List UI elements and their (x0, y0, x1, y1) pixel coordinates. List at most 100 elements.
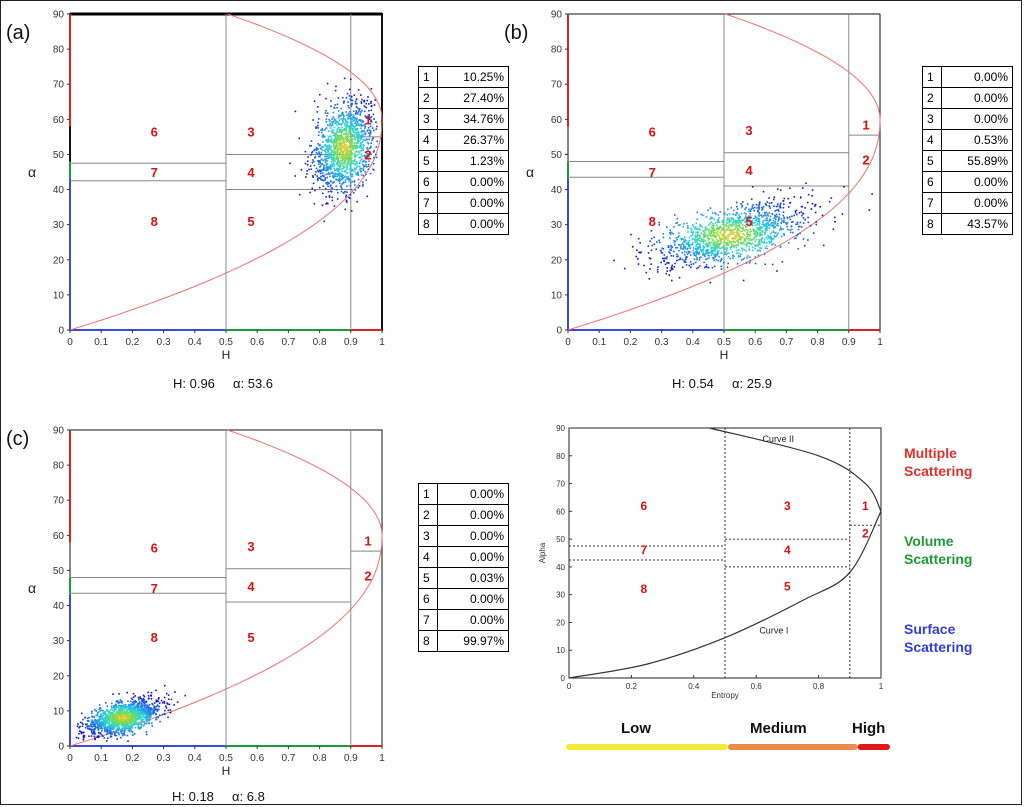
scatter-point (736, 225, 739, 227)
scatter-point (317, 121, 319, 124)
scatter-point (117, 717, 120, 720)
scatter-point (120, 707, 122, 710)
scatter-point (754, 262, 757, 265)
scatter-point (347, 118, 349, 120)
scatter-point (326, 139, 328, 141)
scatter-point (796, 223, 799, 225)
scatter-point (346, 139, 348, 142)
scatter-point (307, 156, 309, 158)
scatter-point (814, 203, 817, 206)
scatter-point (126, 723, 129, 726)
scatter-point (730, 217, 733, 219)
scatter-point (701, 226, 704, 228)
scatter-point (338, 128, 341, 131)
scatter-point (336, 175, 339, 177)
scatter-point (777, 210, 780, 212)
scatter-point (90, 712, 93, 714)
scatter-point (112, 693, 114, 695)
ref-zone-label-7: 7 (641, 543, 648, 557)
scatter-point (673, 250, 675, 253)
scatter-point (354, 156, 356, 159)
scatter-point (113, 708, 116, 711)
scatter-point (680, 247, 682, 250)
scatter-point (339, 152, 341, 154)
zone-percentage: 0.00% (941, 171, 1013, 193)
scatter-point (326, 155, 329, 157)
scatter-point (768, 224, 770, 227)
scatter-point (343, 181, 345, 183)
scatter-point (366, 147, 368, 150)
scatter-point (309, 165, 312, 167)
xtick-label: 0.4 (188, 337, 202, 348)
scatter-point (717, 214, 720, 216)
scatter-point (366, 152, 369, 155)
curve-i-label: Curve I (759, 626, 788, 636)
scatter-point (335, 85, 337, 88)
scatter-point (156, 710, 159, 712)
scatter-point (671, 231, 673, 234)
scatter-point (761, 221, 764, 223)
scatter-point (807, 221, 810, 224)
scatter-point (758, 212, 760, 215)
scatter-point (123, 726, 125, 729)
scatter-point (124, 704, 127, 706)
scatter-point (760, 225, 762, 228)
scatter-point (705, 266, 708, 268)
scatter-point (134, 709, 137, 712)
scatter-point (350, 125, 353, 128)
scatter-point (778, 216, 781, 219)
scatter-point (330, 105, 332, 107)
scatter-point (740, 212, 743, 215)
scatter-point (681, 242, 684, 244)
scatter-point (327, 147, 330, 150)
scatter-point (124, 719, 127, 721)
ytick-label: 40 (551, 185, 563, 196)
scatter-point (111, 713, 113, 715)
scatter-point (349, 140, 351, 143)
ref-x-axis-label: Entropy (711, 691, 739, 700)
scatter-point (715, 242, 718, 244)
scatter-point (738, 229, 741, 232)
scatter-point (124, 723, 127, 725)
scatter-point (364, 123, 366, 126)
scatter-point (738, 249, 740, 251)
scatter-point (362, 168, 365, 170)
scatter-point (799, 232, 801, 235)
scatter-point (140, 726, 142, 729)
scatter-point (367, 163, 370, 166)
scatter-point (121, 705, 124, 707)
scatter-point (353, 142, 356, 144)
zone-table-row: 4 0.00% (418, 546, 509, 568)
scatter-point (352, 125, 355, 127)
scatter-point (807, 216, 809, 219)
scatter-point (751, 219, 753, 222)
scatter-point (336, 153, 338, 155)
scatter-point (660, 261, 662, 264)
scatter-point (153, 706, 155, 709)
scatter-point (362, 174, 365, 177)
scatter-point (148, 711, 150, 714)
scatter-point (122, 705, 125, 708)
zone-label-4: 4 (247, 579, 255, 594)
band-low (566, 744, 728, 750)
scatter-point (340, 178, 342, 181)
scatter-point (91, 726, 94, 728)
scatter-point (763, 240, 766, 242)
scatter-point (129, 714, 132, 717)
scatter-point (338, 174, 341, 176)
scatter-point (758, 224, 760, 226)
scatter-point (366, 138, 368, 141)
scatter-point (132, 692, 135, 695)
scatter-point (114, 705, 116, 708)
scatter-point (814, 211, 817, 214)
scatter-point (318, 151, 320, 153)
zone-table-row: 5 1.23% (418, 150, 509, 172)
scatter-point (143, 724, 145, 727)
scatter-point (755, 235, 758, 237)
scatter-point (320, 129, 322, 131)
scatter-point (333, 164, 336, 167)
scatter-point (694, 239, 696, 242)
scatter-point (351, 162, 354, 165)
scatter-point (740, 222, 742, 225)
scatter-point (141, 718, 143, 720)
